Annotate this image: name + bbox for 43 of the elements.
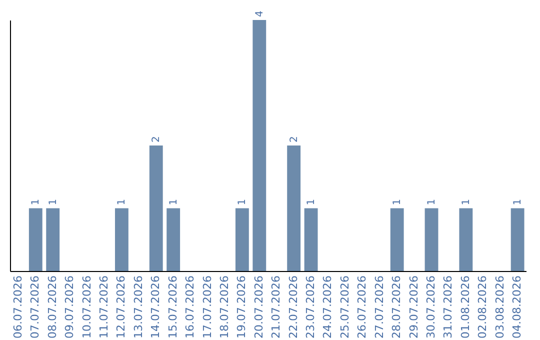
x-tick-label: 15.07.2026 bbox=[166, 276, 180, 338]
x-tick-label: 30.07.2026 bbox=[424, 276, 438, 338]
x-tick-label: 14.07.2026 bbox=[149, 276, 162, 338]
x-tick-label: 25.07.2026 bbox=[338, 276, 352, 338]
data-label: 1 bbox=[426, 198, 438, 206]
x-tick-label: 31.07.2026 bbox=[442, 276, 455, 338]
x-tick-label: 12.07.2026 bbox=[114, 276, 128, 338]
data-label: 1 bbox=[237, 198, 248, 206]
x-tick-label: 27.07.2026 bbox=[372, 276, 386, 338]
x-tick-label: 03.08.2026 bbox=[493, 276, 506, 338]
x-tick-label: 26.07.2026 bbox=[356, 276, 369, 338]
x-tick-label: 22.07.2026 bbox=[286, 276, 300, 338]
x-tick-label: 06.07.2026 bbox=[11, 276, 24, 338]
x-tick-label: 28.07.2026 bbox=[390, 276, 404, 338]
x-tick-label: 21.07.2026 bbox=[270, 276, 283, 338]
data-label: 1 bbox=[460, 198, 472, 206]
data-label: 2 bbox=[288, 136, 300, 142]
x-tick-label: 02.08.2026 bbox=[476, 276, 490, 338]
data-label: 2 bbox=[151, 136, 162, 142]
data-label: 1 bbox=[306, 198, 318, 206]
data-label: 1 bbox=[392, 198, 404, 206]
x-tick-label: 17.07.2026 bbox=[200, 276, 214, 338]
data-label: 1 bbox=[116, 198, 128, 206]
x-tick-label: 08.07.2026 bbox=[46, 276, 59, 338]
x-tick-label: 19.07.2026 bbox=[235, 276, 248, 338]
data-label: 1 bbox=[30, 198, 42, 206]
x-tick-label: 09.07.2026 bbox=[63, 276, 76, 338]
data-label: 1 bbox=[48, 198, 59, 206]
x-tick-label: 29.07.2026 bbox=[407, 276, 420, 338]
x-tick-label: 23.07.2026 bbox=[304, 276, 318, 338]
data-label: 1 bbox=[168, 198, 180, 206]
x-tick-label: 10.07.2026 bbox=[80, 276, 94, 338]
x-tick-label: 16.07.2026 bbox=[184, 276, 197, 338]
x-tick-label: 18.07.2026 bbox=[218, 276, 231, 338]
x-tick-label: 01.08.2026 bbox=[458, 276, 472, 338]
x-tick-label: 07.07.2026 bbox=[28, 276, 42, 338]
x-tick-label: 20.07.2026 bbox=[252, 276, 266, 338]
x-tick-label: 04.08.2026 bbox=[510, 276, 524, 338]
x-tick-label: 24.07.2026 bbox=[321, 276, 334, 338]
x-tick-label: 13.07.2026 bbox=[132, 276, 145, 338]
data-label: 4 bbox=[254, 10, 266, 17]
x-tick-label: 11.07.2026 bbox=[97, 276, 110, 338]
data-label: 1 bbox=[512, 198, 524, 206]
